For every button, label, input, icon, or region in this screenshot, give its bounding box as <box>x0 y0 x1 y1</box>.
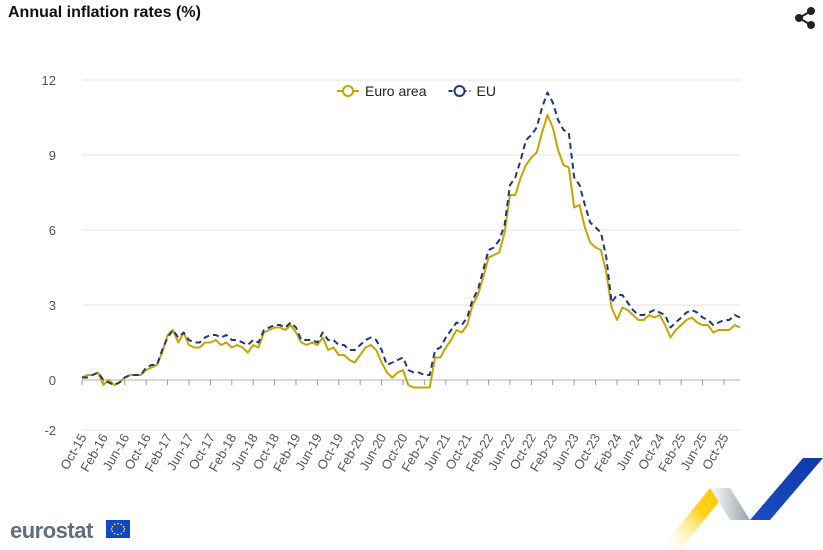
series-lines <box>81 91 741 389</box>
y-tick-label: 12 <box>42 73 56 88</box>
decorative-chevron-graphic <box>660 458 823 550</box>
legend-marker <box>453 85 466 97</box>
series-line-eu <box>82 91 741 386</box>
y-tick-label: 3 <box>49 298 56 313</box>
legend: Euro area EU <box>337 83 496 99</box>
chart-title: Annual inflation rates (%) <box>8 4 201 21</box>
legend-label: Euro area <box>365 83 427 99</box>
y-tick-label: 6 <box>49 223 56 238</box>
line-chart: -2 0 3 6 9 12 Oct-15Feb-16Jun-16Oct-16Feb-17J… <box>42 73 741 474</box>
share-icon[interactable] <box>792 6 818 30</box>
y-tick-label: 9 <box>49 148 56 163</box>
x-axis: Oct-15Feb-16Jun-16Oct-16Feb-17Jun-17Oct-… <box>57 379 740 474</box>
y-tick-label: 0 <box>49 373 56 388</box>
y-axis-tick-labels: -2 0 3 6 9 12 <box>42 73 56 438</box>
series-line-euro-area <box>81 114 741 389</box>
gridlines <box>82 79 740 431</box>
y-tick-label: -2 <box>44 423 56 438</box>
legend-item-euro-area[interactable]: Euro area <box>337 83 427 99</box>
legend-marker <box>342 85 354 97</box>
legend-item-eu[interactable]: EU <box>448 83 496 99</box>
legend-label: EU <box>477 83 496 99</box>
eurostat-logo: eurostat <box>10 518 93 543</box>
eu-flag-icon <box>106 520 130 538</box>
